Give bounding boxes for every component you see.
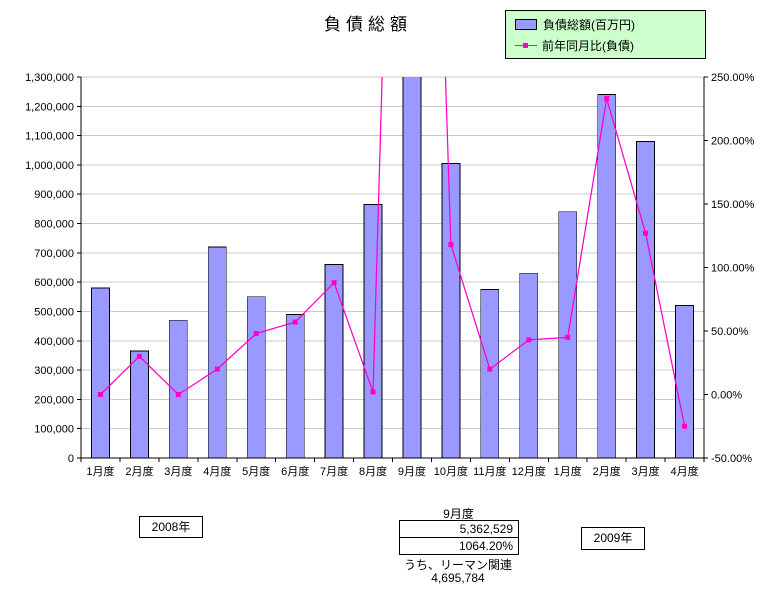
x-axis-label: 12月度 [512, 464, 546, 478]
x-axis-label: 10月度 [434, 464, 468, 478]
bar [402, 77, 422, 458]
line-marker [331, 280, 337, 286]
bar-swatch-icon [515, 19, 537, 30]
year-label-2008: 2008年 [139, 516, 203, 538]
line-marker [292, 319, 298, 325]
callout-percent: 1064.20% [400, 537, 518, 554]
bar-series [91, 77, 694, 458]
legend: 負債総額(百万円) 前年同月比(負債) [505, 10, 706, 59]
x-axis-label: 7月度 [320, 464, 348, 478]
x-axis-label: 6月度 [281, 464, 309, 478]
bar [519, 272, 539, 458]
left-axis-tick-label: 1,100,000 [25, 131, 74, 143]
line-marker [370, 389, 376, 395]
bar [91, 287, 110, 458]
x-axis-label: 3月度 [632, 464, 660, 478]
left-axis-tick-label: 400,000 [34, 336, 74, 348]
left-axis-tick-label: 800,000 [34, 219, 74, 231]
bar [441, 163, 461, 458]
left-axis-tick-label: 500,000 [34, 306, 74, 318]
line-marker [448, 242, 454, 248]
left-axis-tick-label: 1,000,000 [25, 160, 74, 172]
x-axis-label: 3月度 [164, 464, 192, 478]
ratio-line [100, 77, 686, 427]
legend-label-yoy-ratio: 前年同月比(負債) [542, 39, 634, 53]
line-marker [175, 392, 181, 397]
right-axis-tick-label: 250.00% [711, 72, 755, 84]
right-axis-tick-label: 0.00% [711, 390, 742, 402]
callout-note-label: うち、リーマン関連 [403, 558, 512, 572]
callout-note-value: 4,695,784 [431, 571, 485, 585]
x-axis-label: 11月度 [473, 464, 506, 478]
x-axis-label: 2月度 [593, 464, 621, 478]
line-series [97, 77, 688, 429]
x-axis-label: 4月度 [203, 464, 231, 478]
line-marker [253, 331, 259, 337]
bar [324, 264, 344, 458]
right-axis-tick-label: 150.00% [711, 199, 755, 211]
bar [285, 314, 305, 458]
legend-item-liabilities: 負債総額(百万円) [515, 14, 705, 35]
left-axis-tick-label: 0 [68, 453, 74, 465]
line-marker [643, 230, 649, 236]
bar [636, 141, 655, 458]
left-axis-tick-label: 300,000 [34, 365, 74, 377]
left-axis-tick-label: 900,000 [34, 189, 74, 201]
bar [130, 350, 149, 458]
x-axis-label: 9月度 [398, 464, 426, 478]
left-axis-tick-label: 600,000 [34, 277, 74, 289]
left-axis-tick-label: 1,300,000 [25, 72, 74, 84]
line-marker [526, 337, 532, 343]
year-label-2009: 2009年 [581, 527, 645, 550]
x-axis-label: 4月度 [670, 464, 698, 478]
legend-item-yoy-ratio: 前年同月比(負債) [515, 35, 705, 56]
x-axis-label: 2月度 [125, 464, 153, 478]
line-marker [214, 366, 220, 372]
left-axis-tick-label: 200,000 [34, 394, 74, 406]
bar [207, 246, 227, 458]
left-axis-tick-label: 100,000 [34, 424, 74, 436]
callout-value-box: 5,362,529 1064.20% [399, 520, 519, 555]
bar [480, 289, 500, 458]
callout-amount: 5,362,529 [459, 522, 513, 536]
line-marker [604, 96, 610, 102]
bar [363, 204, 383, 458]
line-marker [136, 353, 142, 359]
x-axis-label: 1月度 [86, 464, 114, 478]
bar [246, 296, 266, 458]
right-axis-tick-label: -50.00% [711, 453, 752, 465]
line-marker [565, 334, 571, 340]
x-axis-label: 5月度 [242, 464, 270, 478]
chart-title: 負債総額 [324, 15, 412, 34]
right-axis-tick-label: 100.00% [711, 263, 755, 275]
x-axis-label: 1月度 [554, 464, 582, 478]
left-axis-tick-label: 700,000 [34, 248, 74, 260]
line-marker [487, 366, 493, 372]
right-axis-tick-label: 50.00% [711, 326, 749, 338]
line-marker [682, 423, 688, 429]
bar [597, 94, 617, 458]
line-swatch-icon [515, 41, 537, 50]
bar [675, 305, 694, 458]
legend-label-liabilities: 負債総額(百万円) [543, 18, 635, 32]
x-axis-label: 8月度 [359, 464, 387, 478]
right-axis-tick-label: 200.00% [711, 136, 755, 148]
line-marker-swatch-icon [523, 43, 528, 48]
left-axis-tick-label: 1,200,000 [25, 101, 74, 113]
line-marker [97, 392, 103, 397]
callout-month-label: 9月度 [443, 507, 474, 521]
